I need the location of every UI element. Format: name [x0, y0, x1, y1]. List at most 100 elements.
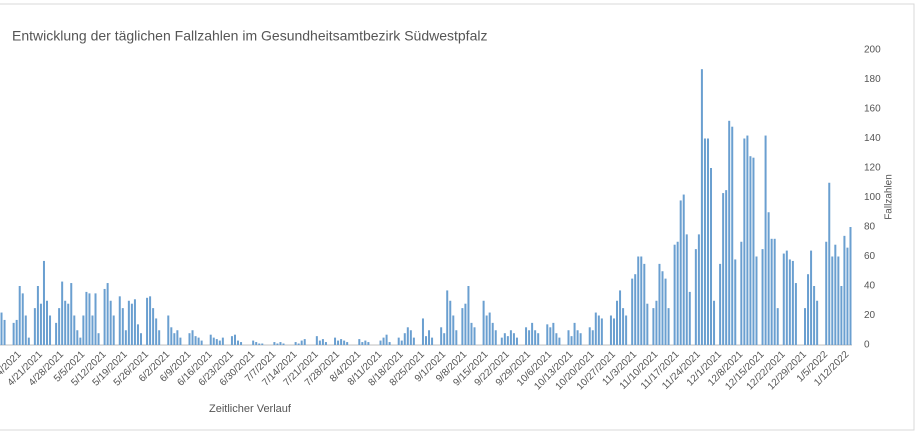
bar	[785, 250, 788, 345]
bar	[18, 286, 21, 345]
bar	[191, 330, 194, 345]
bar	[315, 336, 318, 345]
bar	[33, 308, 36, 345]
bar	[491, 322, 494, 345]
bar	[728, 120, 731, 345]
y-tick-label: 120	[864, 163, 881, 174]
bar	[361, 342, 364, 345]
bar	[646, 303, 649, 345]
bar	[694, 249, 697, 345]
bar	[149, 296, 152, 345]
bar	[237, 340, 240, 345]
bar	[139, 333, 142, 345]
bar	[209, 334, 212, 345]
bar	[176, 330, 179, 345]
bar	[676, 241, 679, 345]
bar	[688, 291, 691, 345]
bar	[537, 333, 540, 345]
bar	[358, 339, 361, 345]
bar	[215, 339, 218, 345]
bar	[579, 333, 582, 345]
bar	[318, 340, 321, 345]
bar	[406, 327, 409, 345]
bar	[428, 330, 431, 345]
bar	[197, 337, 200, 345]
bar	[761, 249, 764, 345]
bar	[212, 337, 215, 345]
bar	[804, 308, 807, 345]
bar	[49, 315, 52, 345]
bar	[622, 308, 625, 345]
bar	[200, 340, 203, 345]
bar	[528, 330, 531, 345]
bar	[500, 337, 503, 345]
y-tick-label: 100	[864, 192, 881, 203]
bar	[340, 339, 343, 345]
bar	[710, 168, 713, 345]
bar	[488, 312, 491, 345]
bar	[764, 135, 767, 345]
bar	[85, 291, 88, 345]
bar	[409, 330, 412, 345]
bar	[431, 337, 434, 345]
bar	[685, 234, 688, 345]
bar	[36, 286, 39, 345]
bar	[722, 193, 725, 345]
bar	[346, 342, 349, 345]
bar	[679, 200, 682, 345]
bar	[640, 256, 643, 345]
bar	[549, 327, 552, 345]
bar	[643, 263, 646, 345]
bar	[464, 303, 467, 345]
bar	[152, 308, 155, 345]
y-tick-label: 0	[864, 340, 870, 351]
bar	[73, 315, 76, 345]
bar	[776, 308, 779, 345]
bar	[146, 297, 149, 345]
bar	[425, 336, 427, 345]
bar	[509, 330, 512, 345]
bar	[558, 337, 561, 345]
bar	[449, 300, 452, 345]
bar	[828, 182, 831, 345]
bar	[67, 303, 70, 345]
bar	[188, 333, 191, 345]
bar	[421, 318, 424, 345]
bar	[658, 263, 661, 345]
bar	[15, 319, 18, 345]
bar	[42, 260, 45, 345]
bar	[773, 238, 776, 345]
bar	[525, 327, 528, 345]
bar	[634, 274, 637, 345]
bar	[788, 259, 791, 345]
bar	[412, 337, 415, 345]
bar	[382, 337, 385, 345]
bar	[88, 293, 91, 345]
bar	[112, 315, 115, 345]
bar	[343, 340, 346, 345]
bar	[218, 340, 221, 345]
bar	[782, 253, 785, 345]
bar	[443, 333, 446, 345]
bar	[221, 337, 224, 345]
bar	[652, 308, 655, 345]
bar	[503, 333, 506, 345]
bar	[240, 342, 243, 345]
bar	[570, 336, 573, 345]
bar	[3, 319, 6, 345]
bar	[109, 300, 112, 345]
bar	[594, 312, 597, 345]
bar	[770, 238, 773, 345]
bar	[840, 286, 843, 345]
bar	[91, 315, 94, 345]
bar	[743, 138, 746, 345]
bar	[55, 322, 58, 345]
bar	[831, 256, 834, 345]
bar	[682, 194, 685, 345]
bar	[273, 342, 276, 345]
bar	[631, 278, 634, 345]
bar	[567, 330, 570, 345]
x-axis-label: Zeitlicher Verlauf	[209, 403, 292, 415]
bar	[388, 342, 391, 345]
